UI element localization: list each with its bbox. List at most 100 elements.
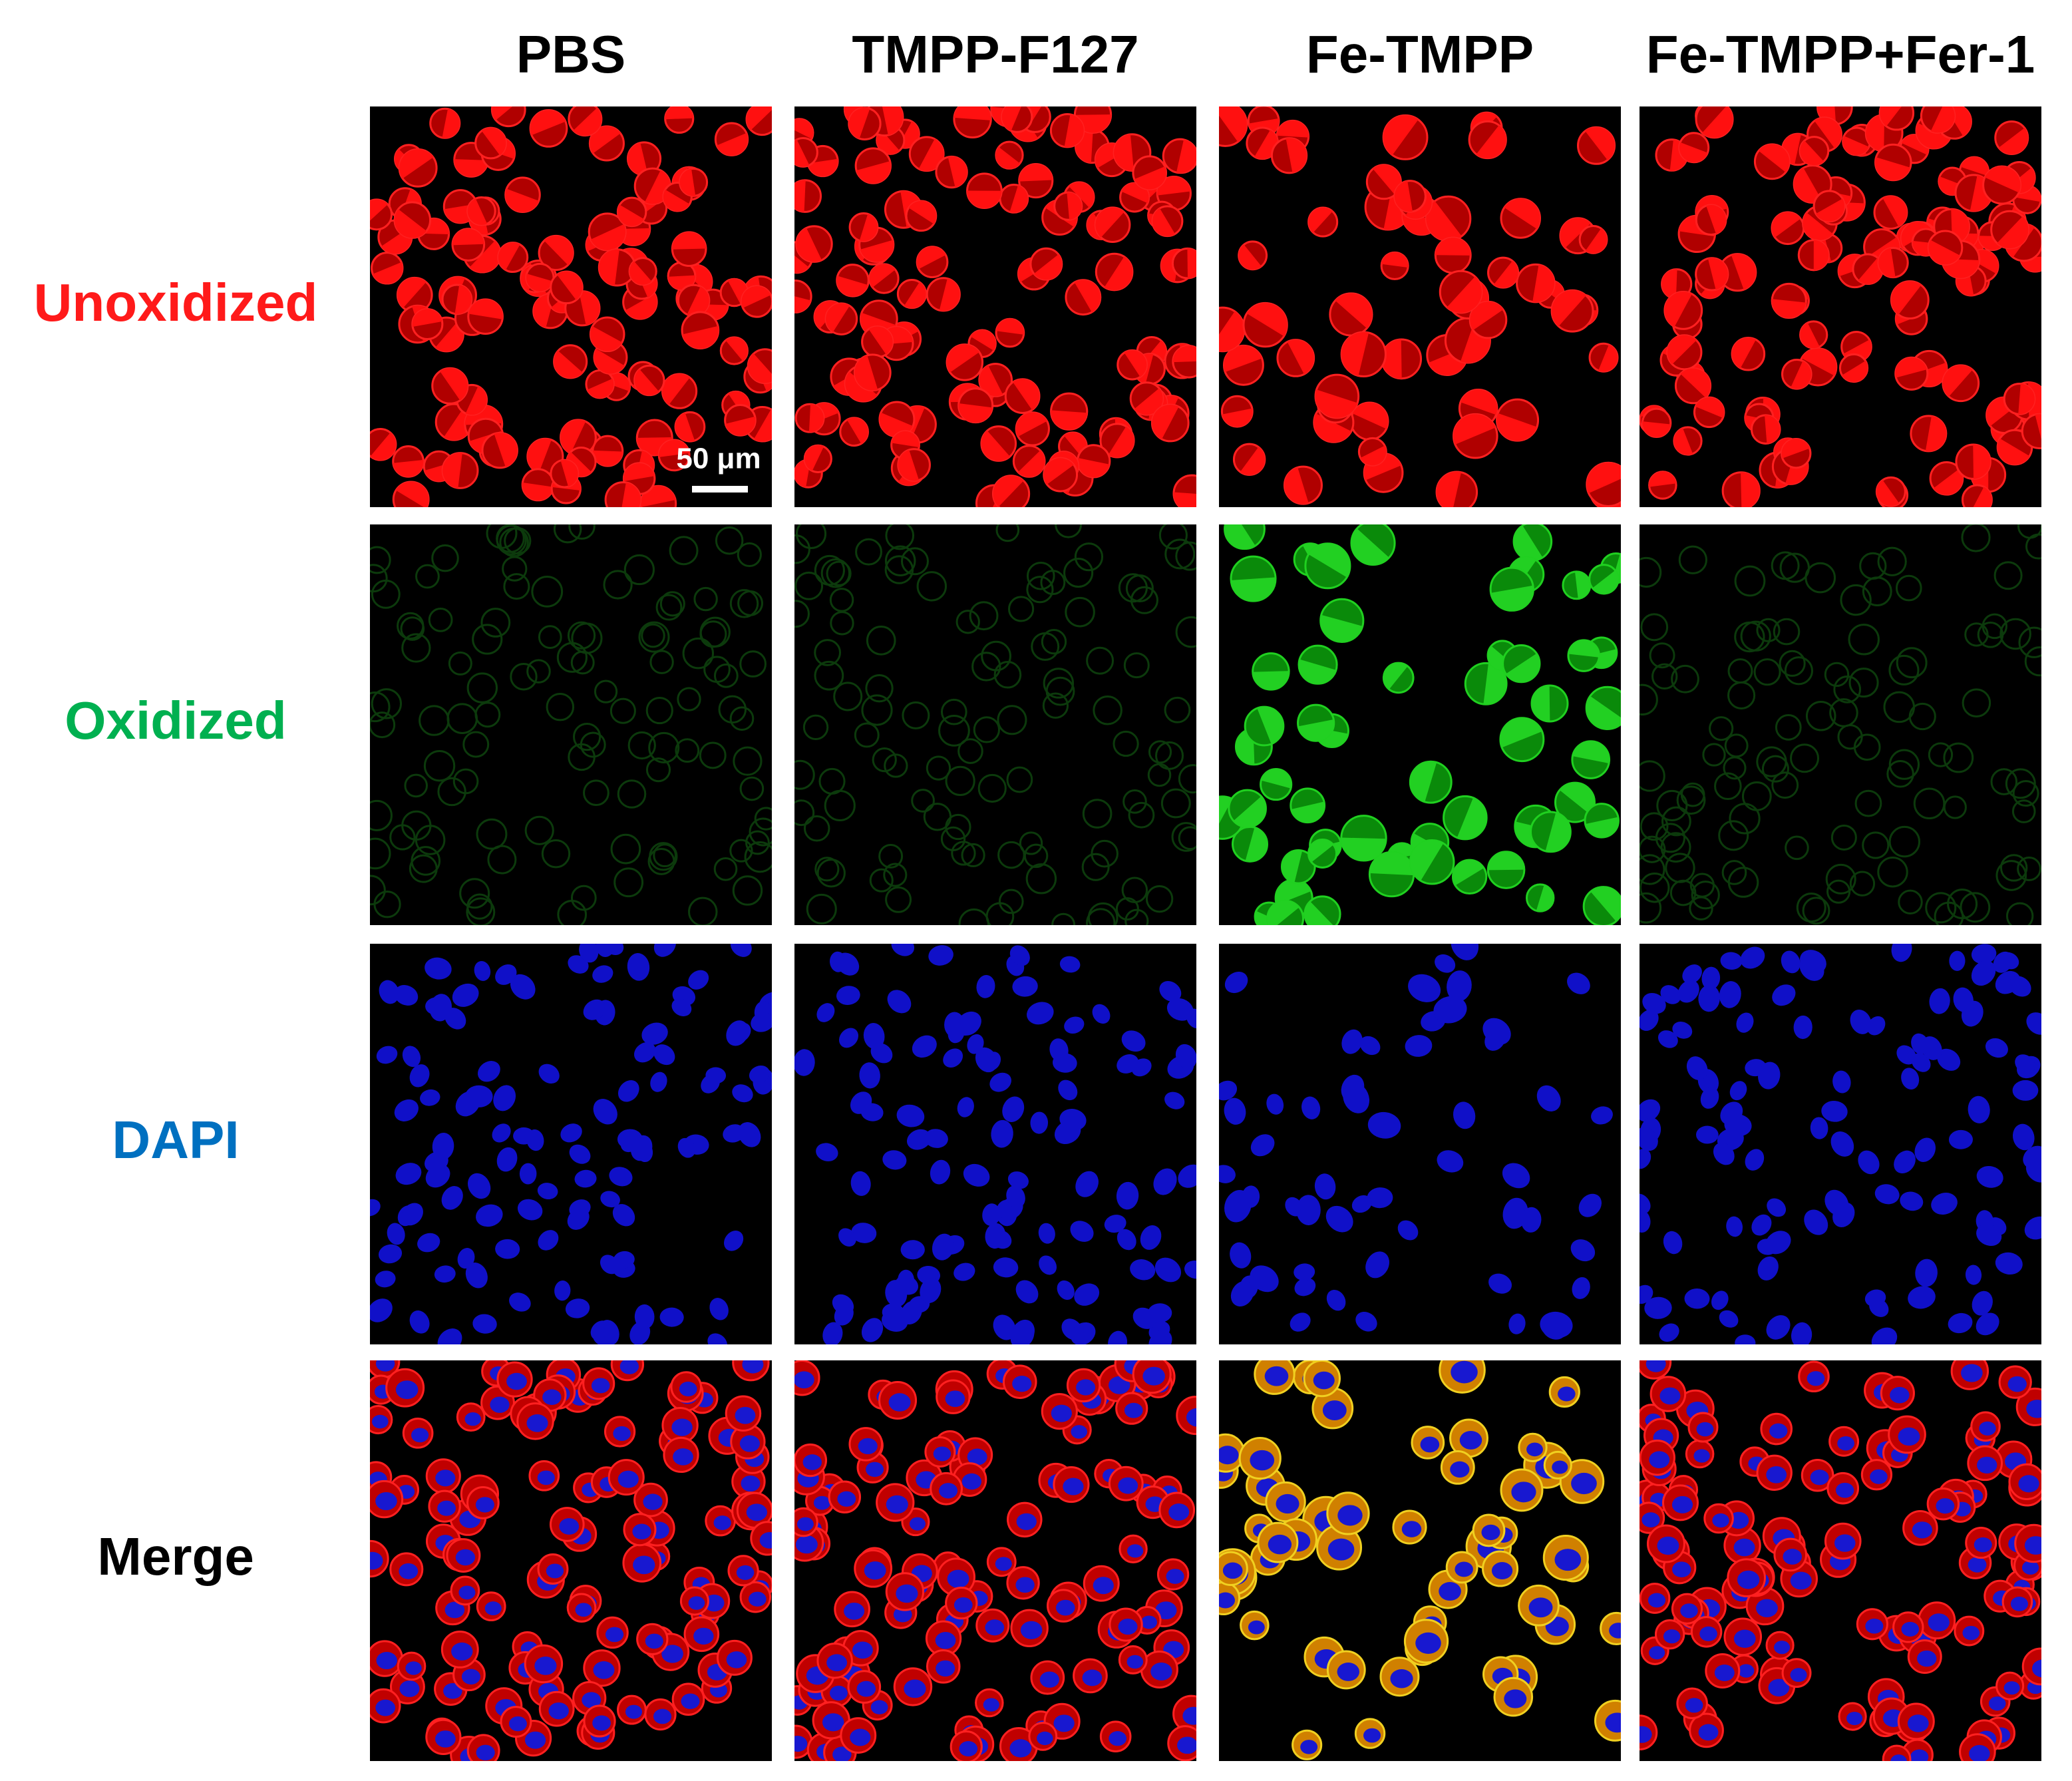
cell-cap xyxy=(1267,900,1299,925)
cell xyxy=(861,694,893,726)
cell xyxy=(1086,908,1116,925)
cell xyxy=(1943,795,1967,819)
nucleus xyxy=(612,1204,635,1227)
nucleus xyxy=(1640,1149,1651,1169)
cell xyxy=(1862,576,1892,607)
cell-cap xyxy=(1187,248,1196,279)
nucleus xyxy=(850,1171,871,1196)
cell xyxy=(1805,700,1836,731)
cell xyxy=(1019,831,1043,855)
nucleus xyxy=(467,1173,491,1199)
nucleus xyxy=(928,945,953,966)
nucleus xyxy=(1071,1322,1096,1344)
cells xyxy=(370,524,772,925)
cell xyxy=(503,573,530,600)
nucleus xyxy=(534,1657,557,1675)
nucleus xyxy=(496,1147,518,1172)
nucleus xyxy=(742,1360,764,1374)
nucleus xyxy=(1929,988,1950,1014)
cell-cap xyxy=(970,330,996,351)
cell-cap xyxy=(590,326,622,351)
cell-cap xyxy=(1426,201,1462,241)
cell xyxy=(573,722,602,751)
cell xyxy=(1830,824,1857,851)
nucleus xyxy=(887,990,912,1014)
nucleus xyxy=(1799,950,1826,974)
nucleus xyxy=(1907,1714,1929,1732)
cell-cap xyxy=(1878,248,1896,278)
cell xyxy=(648,731,680,763)
cell xyxy=(1775,714,1802,741)
cell xyxy=(1041,628,1067,655)
cell xyxy=(997,705,1027,735)
cell-cap xyxy=(1067,192,1082,220)
nucleus xyxy=(1121,1030,1146,1052)
cell-cap xyxy=(1791,361,1812,389)
cell xyxy=(2012,780,2039,807)
nucleus xyxy=(726,1020,749,1046)
nucleus xyxy=(1572,1277,1590,1299)
cell xyxy=(1640,613,1669,642)
nucleus xyxy=(1649,1451,1670,1469)
cell xyxy=(645,697,673,725)
cell xyxy=(401,633,431,663)
cell-cap xyxy=(399,149,434,179)
cell xyxy=(1123,652,1150,679)
cell-cap xyxy=(1233,796,1266,827)
nucleus xyxy=(2024,1536,2041,1555)
nucleus xyxy=(1824,1189,1849,1216)
cell xyxy=(971,652,1001,682)
cell xyxy=(961,843,985,868)
cell-cap xyxy=(1930,106,1955,133)
cell-cap xyxy=(1882,196,1907,227)
cell xyxy=(814,554,845,586)
cell-cap xyxy=(794,139,810,167)
nucleus xyxy=(1713,1142,1735,1165)
cell xyxy=(872,747,897,773)
cell xyxy=(729,839,753,863)
cell xyxy=(480,608,511,638)
nucleus xyxy=(1337,1505,1363,1526)
cell xyxy=(729,706,755,731)
cell xyxy=(739,650,767,678)
nucleus xyxy=(1051,1404,1072,1422)
nucleus xyxy=(1536,1085,1561,1112)
cell-cap xyxy=(498,242,520,270)
nucleus xyxy=(1790,1571,1812,1590)
nucleus xyxy=(402,1046,421,1068)
cell xyxy=(1898,889,1923,915)
cell xyxy=(437,777,466,807)
cell xyxy=(1678,545,1707,574)
cell xyxy=(1124,908,1149,925)
nucleus xyxy=(484,1601,502,1616)
cell xyxy=(502,556,528,582)
cell-cap xyxy=(947,344,979,373)
cell-cap xyxy=(1341,837,1387,861)
nucleus xyxy=(891,944,915,956)
nucleus xyxy=(2018,1475,2039,1493)
nucleus xyxy=(709,1298,729,1320)
nucleus xyxy=(641,1022,668,1045)
nucleus xyxy=(387,1223,405,1245)
cell-cap xyxy=(560,460,578,487)
cell-cap xyxy=(395,209,427,238)
cell xyxy=(567,621,596,650)
cell xyxy=(916,571,948,602)
cell-cap xyxy=(1741,472,1759,507)
nucleus xyxy=(713,1515,731,1531)
nucleus xyxy=(1007,1171,1029,1189)
cell xyxy=(1671,664,1699,693)
cell-cap xyxy=(1261,769,1292,789)
nucleus xyxy=(1154,1257,1182,1283)
nucleus xyxy=(1858,1150,1880,1175)
cell xyxy=(472,624,503,655)
nucleus xyxy=(1874,1184,1900,1205)
cell-cap xyxy=(1772,299,1807,318)
cell-cap xyxy=(1800,323,1820,348)
nucleus xyxy=(1504,1689,1527,1708)
nucleus xyxy=(959,1741,978,1757)
cell xyxy=(733,746,763,776)
nucleus xyxy=(749,1065,770,1084)
nucleus xyxy=(592,965,613,983)
nucleus xyxy=(409,1310,430,1334)
